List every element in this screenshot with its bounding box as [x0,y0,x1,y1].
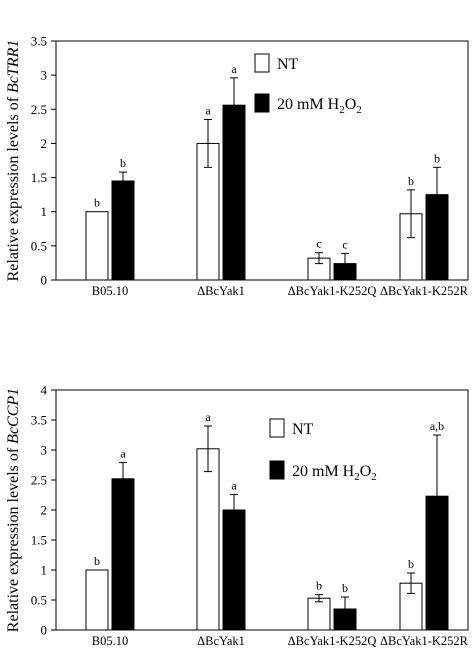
significance-letter: b [342,581,348,595]
bar-nt [85,569,109,631]
bar-h2o2 [222,509,246,631]
y-tick-label: 2.5 [31,473,47,488]
x-category-label: ΔBcYak1 [197,634,245,648]
significance-letter: b [316,579,322,593]
chart-panel-1: 0 0.5 1 1.5 2 2.5 3 3.5 Relative expression leve… [5,34,469,299]
y-tick-label: 0.5 [31,238,47,253]
legend-swatch [269,418,285,438]
legend-swatch [254,93,270,113]
y-tick-label: 1.5 [31,533,47,548]
legend-swatch [254,53,270,73]
bar-nt [307,597,331,631]
significance-letter: b [408,557,414,571]
y-tick-label: 2 [41,136,48,151]
y-tick-label: 0.5 [31,593,47,608]
y-axis-label-prefix: Relative expression levels of [5,444,22,632]
y-tick-label: 3.5 [31,413,47,428]
significance-letter: b [120,156,126,170]
y-tick-label: 2.5 [31,102,47,117]
plot-frame [55,40,469,281]
significance-letter: b [94,554,100,568]
bar-h2o2 [111,180,135,281]
y-tick-label: 4 [41,383,48,398]
bar-h2o2 [111,478,135,631]
legend-label: NT [292,421,314,438]
significance-letter: b [94,196,100,210]
legend-text-part: 20 mM H [277,96,340,113]
chart-panel-2: 0 0.5 1 1.5 2 2.5 3 3.5 4 Relative expression lev… [5,383,469,649]
x-category-label: B05.10 [92,634,128,648]
y-axis-label-prefix: Relative expression levels of [5,93,22,281]
y-tick-label: 1 [41,204,48,219]
y-tick-label: 3.5 [31,34,47,49]
y-tick-label: 0 [41,623,48,638]
y-axis-label-gene: BcCCP1 [5,388,22,444]
significance-letter: a [205,410,211,424]
significance-letter: a [120,447,126,461]
significance-letter: a,b [430,419,444,433]
y-tick-label: 3 [41,68,48,83]
y-axis-label-gene: BcTRR1 [5,40,22,93]
x-category-label: ΔBcYak1-K252Q [288,634,377,648]
legend-subscript: 2 [371,471,377,483]
legend-label: 20 mM H2O2 [277,96,362,116]
y-tick-label: 2 [41,503,48,518]
y-axis-label: Relative expression levels of BcTRR1 [5,40,22,282]
x-category-label: B05.10 [92,284,128,298]
legend-text-part: O [345,96,357,113]
legend-subscript: 2 [356,104,362,116]
significance-letter: c [316,237,321,251]
significance-letter: b [408,174,414,188]
x-category-label: ΔBcYak1 [197,284,245,298]
y-tick-label: 0 [41,273,48,288]
y-axis-label: Relative expression levels of BcCCP1 [5,388,22,632]
legend-label: 20 mM H2O2 [292,463,377,483]
legend-text-part: O [360,463,372,480]
legend-label: NT [277,56,299,73]
significance-letter: a [231,478,237,492]
legend-swatch [269,460,285,480]
legend-text-part: 20 mM H [292,463,355,480]
significance-letter: a [205,104,211,118]
x-category-label: ΔBcYak1-K252Q [288,284,377,298]
y-tick-label: 3 [41,443,48,458]
bar-nt [196,448,220,631]
bar-nt [85,211,109,281]
y-tick-label: 1 [41,563,48,578]
legend-subscript: 2 [354,471,360,483]
significance-letter: a [231,62,237,76]
significance-letter: c [342,237,347,251]
significance-letter: b [434,151,440,165]
x-category-label: ΔBcYak1-K252R [380,634,469,648]
legend-subscript: 2 [339,104,345,116]
y-tick-label: 1.5 [31,170,47,185]
x-category-label: ΔBcYak1-K252R [380,284,469,298]
